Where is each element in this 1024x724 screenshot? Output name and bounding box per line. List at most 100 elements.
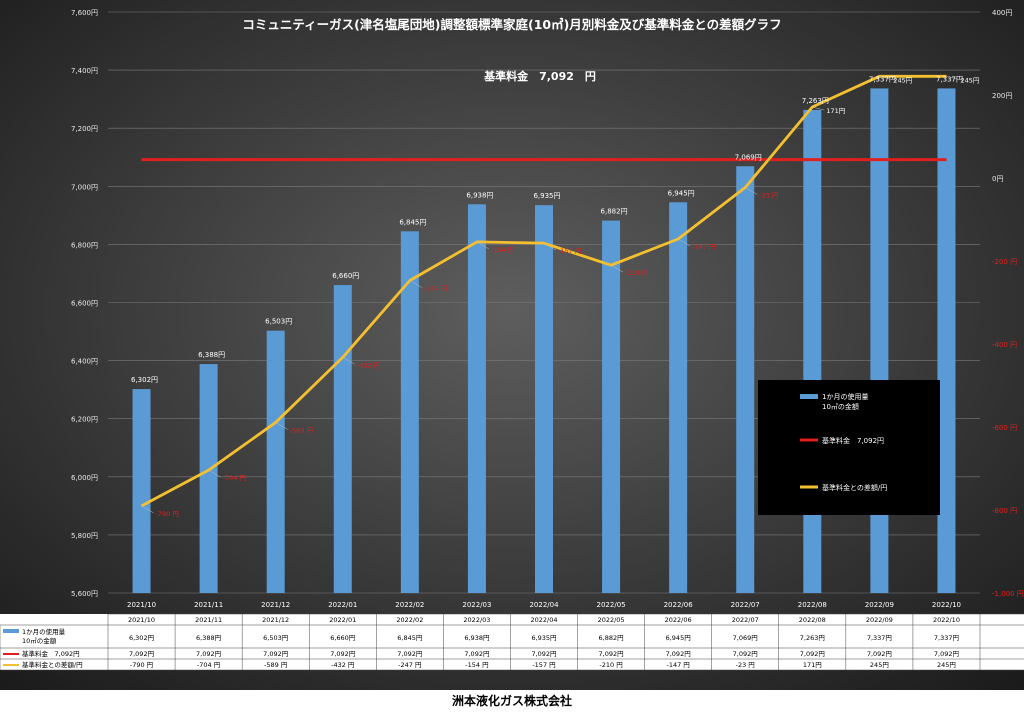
diff-data-label: -157 円: [558, 247, 581, 255]
diff-leader-line: [275, 422, 288, 430]
table-header-cell: 2021/12: [262, 616, 289, 624]
table-header-cell: 2022/10: [933, 616, 960, 624]
table-cell: 7,092円: [934, 650, 959, 658]
table-header-cell: 2022/04: [530, 616, 557, 624]
x-tick-label: 2022/07: [731, 601, 760, 609]
table-cell: 6,388円: [196, 634, 221, 642]
bar: [132, 389, 151, 593]
bar: [400, 231, 419, 593]
chart-svg: 5,600円 5,800円 6,000円 6,200円 6,400円 6,600円 6,80…: [0, 0, 1024, 690]
table-cell: 7,092円: [800, 650, 825, 658]
y-tick-label: 7,400円: [71, 67, 98, 75]
diff-leader-line: [610, 264, 624, 273]
table-cell: 7,092円: [330, 650, 355, 658]
x-tick-label: 2022/06: [664, 601, 694, 609]
legend-label-diff: 基準料金との差額/円: [822, 483, 887, 492]
y-tick-label: 6,400円: [71, 358, 98, 366]
table-cell: 171円: [803, 661, 822, 669]
diff-leader-line: [342, 357, 355, 365]
diff-leader-line: [208, 469, 221, 478]
table-cell: 7,069円: [733, 634, 758, 642]
diff-data-label: 171円: [826, 107, 845, 115]
diff-data-label: -247 円: [424, 285, 447, 293]
chart-subtitle: 基準料金 7,092 円: [483, 69, 596, 83]
legend-box: [758, 380, 940, 515]
y2-tick-label: -600 円: [992, 424, 1017, 432]
y2-tick-label: -800 円: [992, 507, 1017, 515]
bar-data-label: 6,660円: [332, 272, 359, 280]
bar: [803, 109, 822, 593]
bar: [266, 330, 285, 593]
table-cell: 6,660円: [330, 634, 355, 642]
table-cell: 245円: [937, 661, 956, 669]
bar: [736, 166, 755, 593]
x-tick-label: 2022/10: [932, 601, 961, 609]
table-cell: 7,092円: [867, 650, 892, 658]
diff-leader-line: [543, 242, 557, 251]
diff-leader-line: [879, 76, 892, 80]
table-cell: 6,302円: [129, 634, 154, 642]
data-table-bg: [0, 614, 1024, 670]
table-cell: 7,092円: [464, 650, 489, 658]
table-cell: -704 円: [197, 661, 220, 669]
bar-data-label: 6,302円: [131, 376, 158, 384]
x-tick-label: 2022/08: [798, 601, 827, 609]
diff-data-label: -23 円: [759, 192, 778, 200]
table-header-cell: 2022/03: [463, 616, 490, 624]
bar: [870, 88, 889, 594]
bar-data-label: 6,935円: [533, 192, 560, 200]
bar: [333, 285, 352, 593]
x-tick-label: 2022/09: [865, 601, 894, 609]
legend-label-bar: 1か月の使用量: [822, 392, 868, 401]
diff-leader-line: [745, 187, 758, 195]
bar: [467, 204, 486, 593]
table-cell: 6,845円: [397, 634, 422, 642]
chart-background: [0, 0, 1024, 690]
x-tick-label: 2021/12: [261, 601, 290, 609]
table-cell: -157 円: [532, 661, 555, 669]
table-row-label: 10㎥の金額: [22, 636, 57, 645]
bar: [535, 205, 553, 593]
table-header-cell: 2021/10: [128, 616, 155, 624]
table-cell: 7,092円: [733, 650, 758, 658]
bar-data-label: 6,388円: [198, 351, 225, 359]
table-header-cell: 2022/01: [329, 616, 356, 624]
table-header-cell: 2022/07: [732, 616, 759, 624]
table-cell: -790 円: [130, 661, 153, 669]
y-tick-label: 5,800円: [71, 532, 98, 540]
x-tick-label: 2022/02: [395, 601, 424, 609]
table-cell: 6,882円: [599, 634, 624, 642]
table-cell: 7,092円: [666, 650, 691, 658]
y2-tick-label: 0円: [992, 175, 1003, 183]
diff-leader-line: [946, 76, 959, 80]
diff-data-label: -432 円: [357, 361, 380, 369]
table-header-cell: 2022/02: [396, 616, 423, 624]
table-cell: 7,337円: [934, 634, 959, 642]
bar-data-label: 7,337円: [869, 75, 896, 83]
y-tick-label: 7,600円: [71, 9, 98, 17]
table-row-label: 1か月の使用量: [22, 627, 66, 636]
diff-leader-line: [141, 505, 154, 514]
diff-data-label: -790 円: [156, 510, 179, 518]
table-header-cell: 2022/06: [665, 616, 692, 624]
diff-leader-line: [476, 241, 490, 250]
bar-data-label: 6,503円: [265, 318, 292, 326]
diff-data-label: -210 円: [625, 269, 648, 277]
legend-swatch-bar: [800, 394, 818, 399]
table-cell: -23 円: [736, 661, 755, 669]
table-cell: -154 円: [465, 661, 488, 669]
y-tick-label: 6,000円: [71, 474, 98, 482]
table-cell: 7,092円: [531, 650, 556, 658]
table-swatch-bar: [3, 629, 19, 633]
table-cell: 7,092円: [129, 650, 154, 658]
y2-tick-label: -1,000 円: [992, 590, 1024, 598]
table-cell: -432 円: [331, 661, 354, 669]
table-cell: -589 円: [264, 661, 287, 669]
y-tick-label: 6,600円: [71, 300, 98, 308]
diff-data-label: 245円: [893, 76, 912, 84]
legend-label-base: 基準料金 7,092円: [822, 436, 884, 445]
bar-data-label: 6,845円: [399, 218, 426, 226]
x-tick-label: 2022/03: [462, 601, 491, 609]
diff-data-label: 245円: [960, 76, 979, 84]
